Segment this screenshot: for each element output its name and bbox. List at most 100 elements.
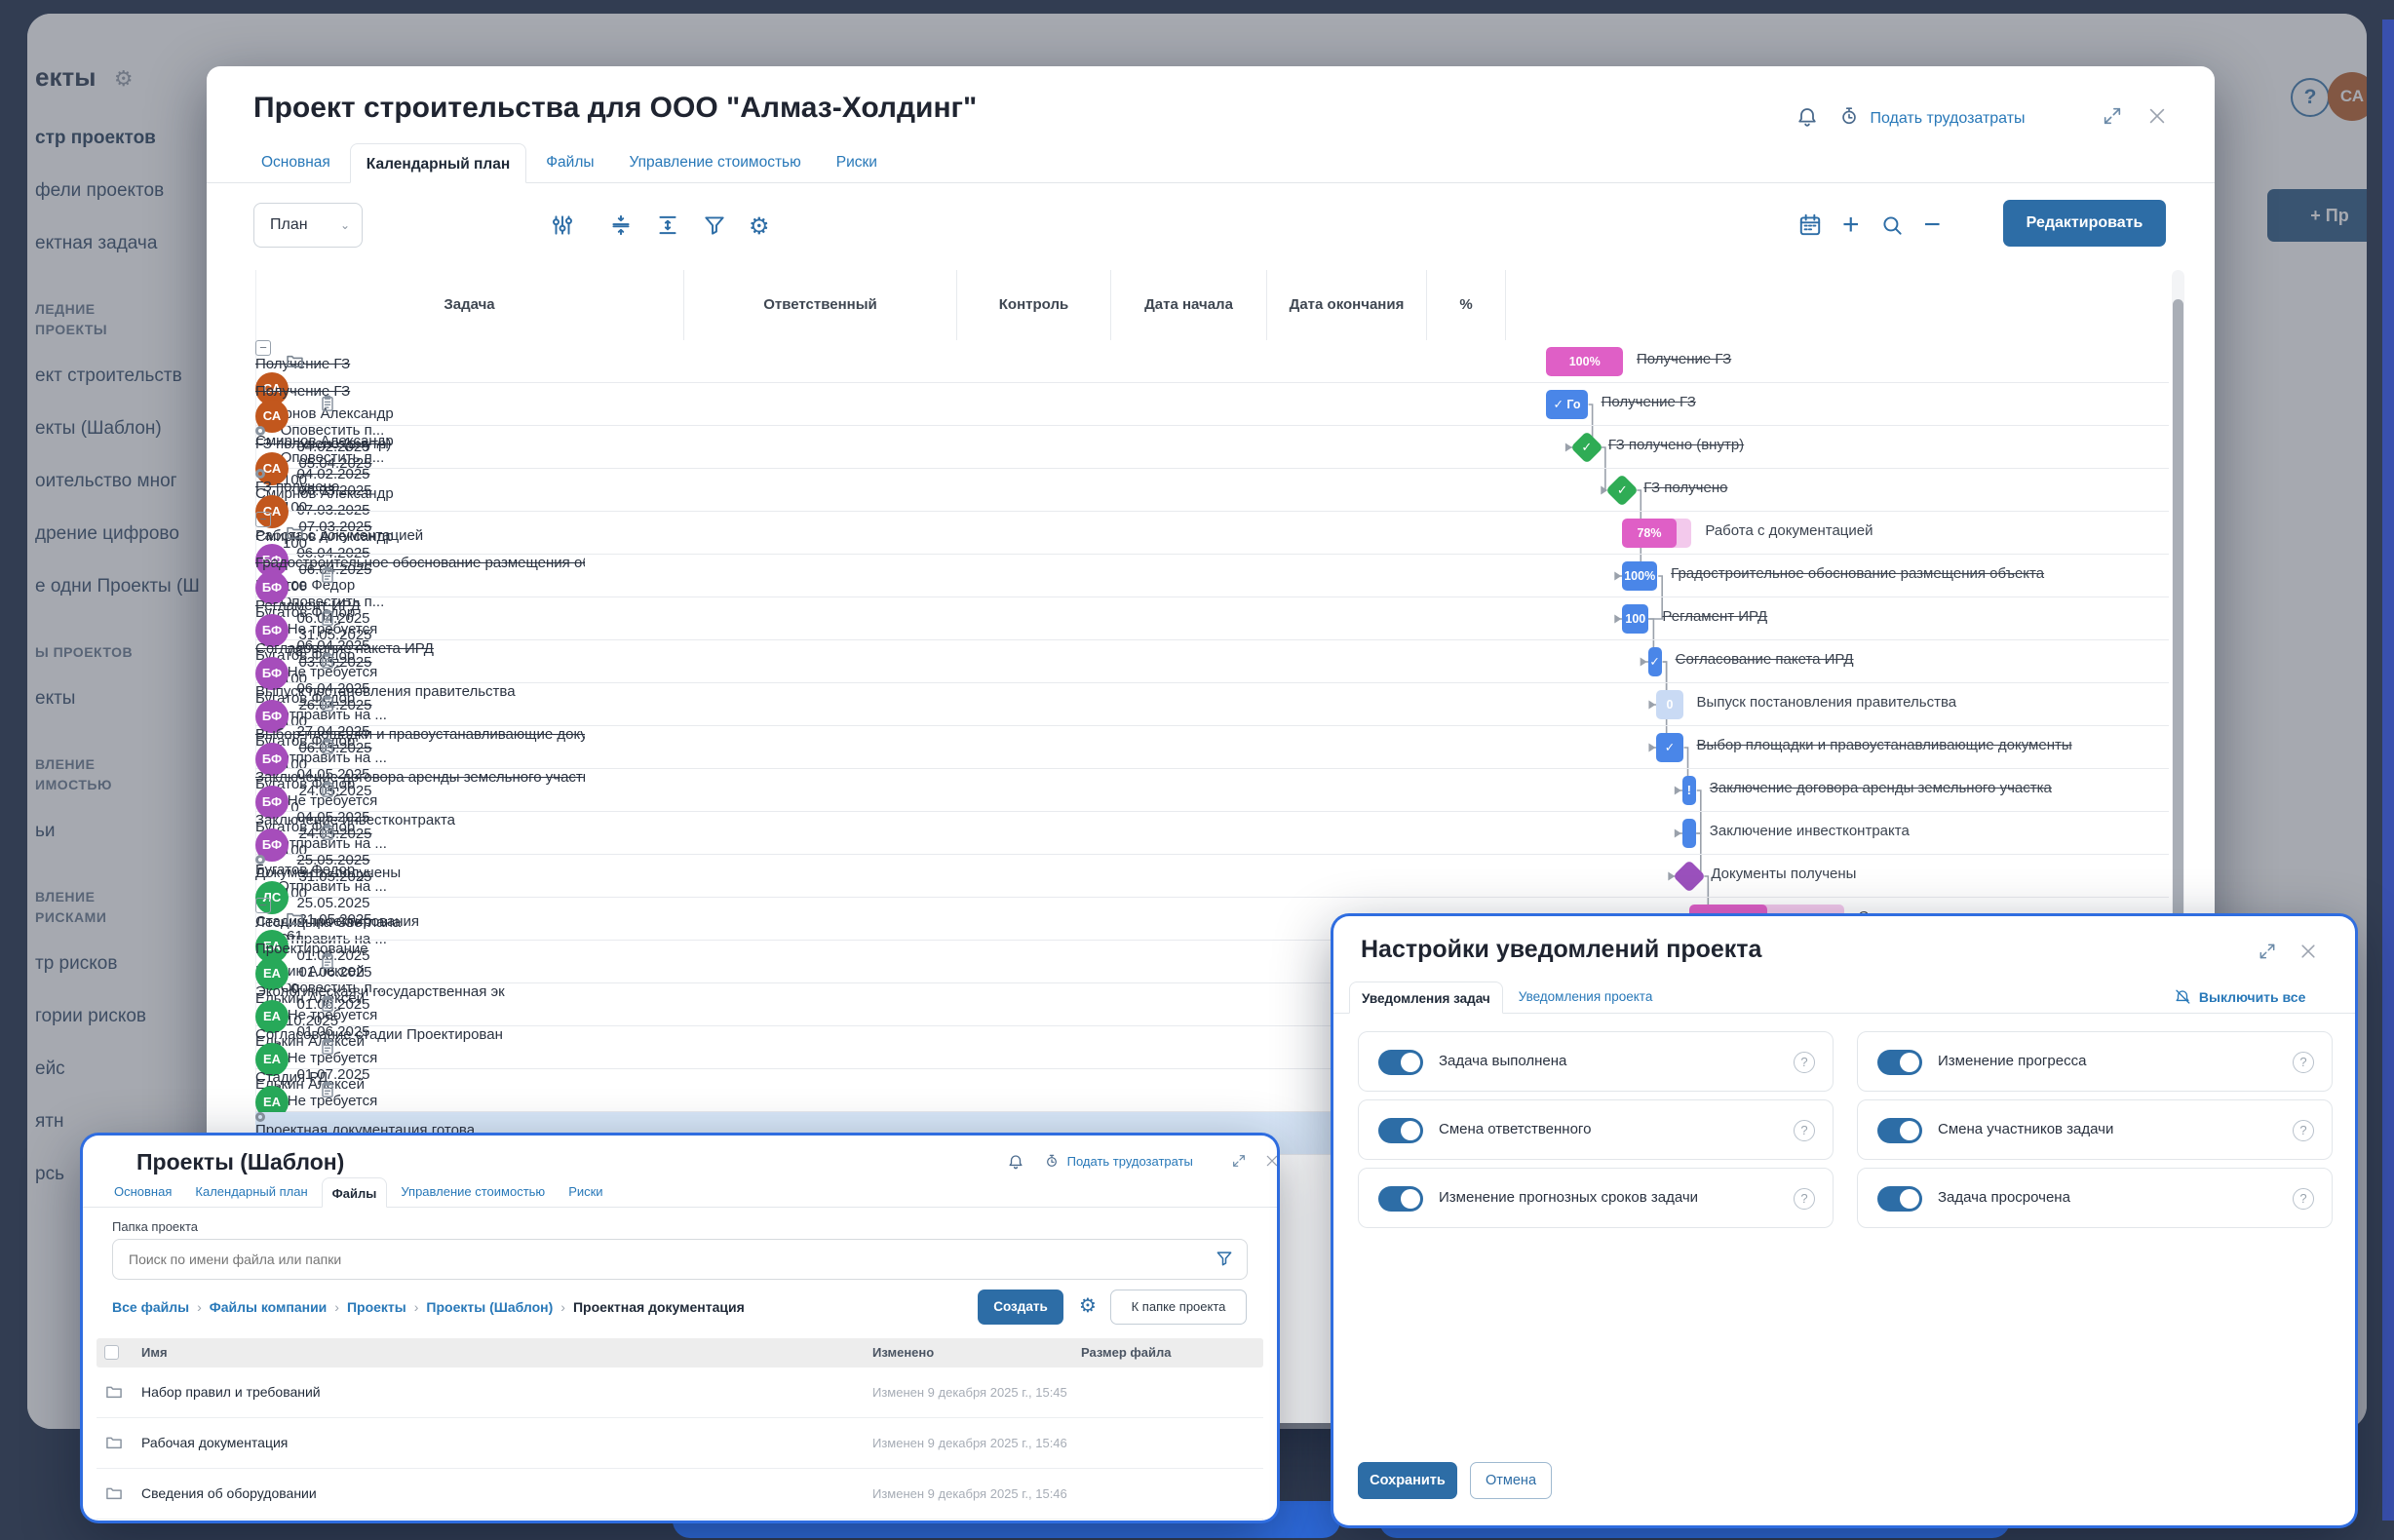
- tab-0[interactable]: Уведомления задач: [1349, 982, 1503, 1014]
- gantt-bar[interactable]: !: [1681, 776, 1696, 805]
- tab-4[interactable]: Риски: [835, 154, 877, 171]
- notification-toggle[interactable]: [1378, 1186, 1423, 1212]
- disable-all-button[interactable]: Выключить все: [2174, 988, 2305, 1009]
- save-button[interactable]: Сохранить: [1358, 1462, 1457, 1499]
- file-search-input[interactable]: [112, 1239, 1248, 1280]
- notification-toggle[interactable]: [1378, 1118, 1423, 1143]
- start-date-cell: 25.05.2025: [296, 895, 370, 911]
- tab-3[interactable]: Управление стоимостью: [401, 1184, 546, 1199]
- gantt-scrollbar-thumb[interactable]: [2173, 299, 2183, 1079]
- expand-all-icon[interactable]: [655, 212, 680, 243]
- table-row[interactable]: Выпуск постановления правительства БФ Буга…: [255, 683, 2169, 816]
- tab-2[interactable]: Файлы: [321, 1177, 388, 1208]
- breadcrumb-item[interactable]: Проекты (Шаблон): [426, 1299, 554, 1315]
- column-header[interactable]: %: [1427, 270, 1506, 340]
- gantt-bar[interactable]: ✓: [1647, 647, 1662, 676]
- table-row[interactable]: Выбор площадки и правоустанавливающие до…: [255, 726, 2169, 859]
- expand-window-icon[interactable]: [1231, 1153, 1247, 1174]
- submit-hours-button[interactable]: Подать трудозатраты: [1838, 105, 2026, 132]
- breadcrumb-item[interactable]: Проекты: [346, 1299, 406, 1315]
- help-tooltip-icon[interactable]: ?: [2293, 1188, 2314, 1210]
- column-header[interactable]: Контроль: [957, 270, 1111, 340]
- table-row[interactable]: Документы получены ЛС Лесницына Светлана От…: [255, 855, 2169, 997]
- table-row[interactable]: Получение ГЗ СА Смирнов Александр Оповестит…: [255, 383, 2169, 516]
- column-header[interactable]: Дата начала: [1111, 270, 1267, 340]
- notification-toggle[interactable]: [1877, 1186, 1922, 1212]
- notification-toggle[interactable]: [1877, 1050, 1922, 1075]
- zoom-in-icon[interactable]: +: [1842, 209, 1860, 241]
- close-window-icon[interactable]: [2298, 942, 2318, 966]
- collapse-toggle[interactable]: −: [255, 898, 271, 913]
- table-row[interactable]: Градостроительное обоснование размещения…: [255, 555, 2169, 687]
- gantt-milestone[interactable]: [1569, 431, 1603, 464]
- calendar-icon[interactable]: [1797, 212, 1823, 243]
- filter-icon[interactable]: [702, 212, 727, 243]
- table-row[interactable]: Заключение инвестконтракта БФ Бугатов Федо…: [255, 812, 2169, 944]
- submit-hours-button[interactable]: Подать трудозатраты: [1044, 1153, 1193, 1172]
- expand-window-icon[interactable]: [2258, 942, 2277, 966]
- tab-0[interactable]: Основная: [114, 1184, 173, 1199]
- search-icon[interactable]: [1879, 212, 1905, 243]
- table-row[interactable]: Регламент ИРД БФ Бугатов Федор Не требуется…: [255, 597, 2169, 730]
- tab-2[interactable]: Файлы: [546, 154, 595, 171]
- column-header[interactable]: Ответственный: [684, 270, 957, 340]
- gantt-bar[interactable]: 0: [1656, 690, 1683, 719]
- file-row[interactable]: Рабочая документация Изменен 9 декабря 20…: [97, 1418, 1263, 1469]
- zoom-out-icon[interactable]: −: [1923, 209, 1942, 241]
- help-tooltip-icon[interactable]: ?: [1794, 1120, 1815, 1141]
- collapse-toggle[interactable]: −: [255, 512, 271, 527]
- table-row[interactable]: − Получение ГЗ СА Смирнов Александр Оповести…: [255, 340, 2169, 488]
- tab-1[interactable]: Календарный план: [195, 1184, 308, 1199]
- help-tooltip-icon[interactable]: ?: [2293, 1052, 2314, 1073]
- breadcrumb-item[interactable]: Файлы компании: [209, 1299, 328, 1315]
- column-header[interactable]: Задача: [255, 270, 684, 340]
- table-row[interactable]: ГЗ получено (внутр) СА Смирнов Александр 07…: [255, 426, 2169, 552]
- cancel-button[interactable]: Отмена: [1470, 1462, 1552, 1499]
- gantt-bar[interactable]: [1681, 819, 1696, 848]
- gantt-bar[interactable]: ✓: [1656, 733, 1683, 762]
- table-row[interactable]: Заключение договора аренды земельного уч…: [255, 769, 2169, 902]
- end-date-cell: 26.04.2025: [298, 697, 372, 713]
- filter-icon[interactable]: [1215, 1249, 1234, 1273]
- notifications-bell-icon[interactable]: [1007, 1153, 1024, 1175]
- file-row[interactable]: Набор правил и требований Изменен 9 декаб…: [97, 1367, 1263, 1418]
- notifications-bell-icon[interactable]: [1796, 105, 1819, 134]
- notification-toggle[interactable]: [1378, 1050, 1423, 1075]
- tab-1[interactable]: Календарный план: [349, 143, 527, 183]
- close-window-icon[interactable]: [1264, 1153, 1277, 1174]
- gantt-bar[interactable]: 100: [1622, 604, 1649, 634]
- view-select[interactable]: План ⌄: [253, 203, 363, 248]
- to-project-folder-button[interactable]: К папке проекта: [1110, 1290, 1247, 1325]
- gantt-milestone[interactable]: [1605, 474, 1640, 507]
- close-window-icon[interactable]: [2146, 105, 2168, 132]
- edit-button[interactable]: Редактировать: [2003, 200, 2166, 247]
- tab-4[interactable]: Риски: [568, 1184, 603, 1199]
- table-row[interactable]: − Работа с документацией БФ Бугатов Федор Оп…: [255, 512, 2169, 660]
- create-button[interactable]: Создать: [978, 1290, 1063, 1325]
- notification-toggle[interactable]: [1877, 1118, 1922, 1143]
- table-row[interactable]: Согласование пакета ИРД БФ Бугатов Федор От…: [255, 640, 2169, 773]
- select-all-checkbox[interactable]: [104, 1345, 119, 1360]
- collapse-all-icon[interactable]: [608, 212, 634, 243]
- gantt-bar[interactable]: ✓ Го: [1546, 390, 1588, 419]
- gantt-bar[interactable]: 100%: [1622, 561, 1658, 591]
- tab-0[interactable]: Основная: [261, 154, 330, 171]
- column-header[interactable]: Дата окончания: [1267, 270, 1427, 340]
- help-tooltip-icon[interactable]: ?: [1794, 1052, 1815, 1073]
- help-tooltip-icon[interactable]: ?: [1794, 1188, 1815, 1210]
- tab-1[interactable]: Уведомления проекта: [1518, 989, 1653, 1004]
- table-row[interactable]: ГЗ получено СА Смирнов Александр 06.04.2025…: [255, 469, 2169, 595]
- expand-window-icon[interactable]: [2102, 105, 2123, 132]
- table-row[interactable]: Экологическая и государственная эк ЕА Ельк…: [255, 983, 2169, 1099]
- tab-3[interactable]: Управление стоимостью: [629, 154, 801, 171]
- help-tooltip-icon[interactable]: ?: [2293, 1120, 2314, 1141]
- sliders-icon[interactable]: [550, 212, 575, 243]
- gantt-milestone[interactable]: [1673, 860, 1707, 893]
- file-row[interactable]: Сведения об оборудовании Изменен 9 декабр…: [97, 1469, 1263, 1520]
- settings-gear-icon[interactable]: ⚙: [749, 212, 770, 240]
- gantt-bar[interactable]: 78%: [1622, 519, 1692, 548]
- breadcrumb-item[interactable]: Все файлы: [112, 1299, 190, 1315]
- files-settings-gear-icon[interactable]: ⚙: [1079, 1293, 1097, 1317]
- collapse-toggle[interactable]: −: [255, 340, 271, 356]
- gantt-bar[interactable]: 100%: [1546, 347, 1623, 376]
